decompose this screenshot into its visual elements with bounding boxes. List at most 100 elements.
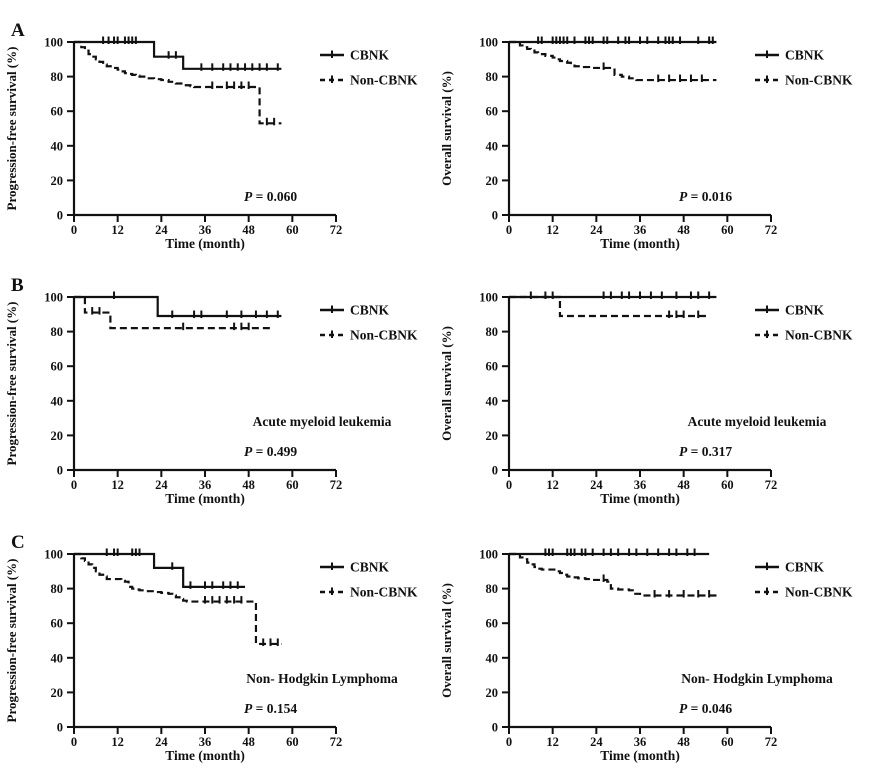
y-tick-label: 100	[479, 548, 498, 562]
x-tick-label: 36	[199, 478, 212, 492]
y-tick-label: 60	[486, 617, 499, 631]
x-tick-label: 60	[721, 735, 734, 749]
x-tick-label: 36	[634, 478, 647, 492]
non-cbnk-curve	[74, 295, 271, 330]
x-tick-label: 72	[765, 735, 778, 749]
legend-label: CBNK	[350, 560, 390, 575]
y-tick-label: 100	[44, 548, 63, 562]
non-cbnk-curve	[509, 552, 721, 597]
x-tick-label: 12	[111, 478, 124, 492]
legend-label: Non-CBNK	[785, 585, 853, 600]
x-tick-label: 72	[330, 223, 343, 237]
p-value-label: P = 0.499	[244, 444, 297, 459]
y-tick-label: 100	[479, 291, 498, 305]
x-tick-label: 0	[506, 735, 512, 749]
x-tick-label: 24	[590, 735, 603, 749]
x-tick-label: 48	[677, 223, 690, 237]
x-axis-title: Time (month)	[165, 236, 245, 251]
non-cbnk-curve	[74, 552, 282, 646]
legend-label: Non-CBNK	[350, 73, 418, 88]
legend-label: CBNK	[785, 560, 825, 575]
y-tick-label: 60	[486, 105, 499, 119]
p-value-label: P = 0.016	[679, 189, 732, 204]
y-tick-label: 80	[486, 325, 499, 339]
x-axis-title: Time (month)	[165, 491, 245, 506]
y-tick-label: 0	[492, 721, 498, 735]
panel-c-pfs-chart: C 0 20 40 60 80 100 0 12 24 36 48 60 72 Progression-fr…	[0, 512, 435, 770]
x-tick-label: 48	[242, 478, 255, 492]
y-tick-label: 0	[492, 209, 498, 223]
non-cbnk-curve	[509, 40, 717, 82]
y-axis-title: Progression-free survival (%)	[4, 47, 19, 211]
y-axis-title: Progression-free survival (%)	[4, 302, 19, 466]
y-tick-label: 80	[486, 582, 499, 596]
x-axis-title: Time (month)	[600, 491, 680, 506]
legend-label: Non-CBNK	[785, 73, 853, 88]
y-tick-label: 20	[51, 174, 64, 188]
disease-annotation: Non- Hodgkin Lymphoma	[681, 671, 833, 686]
y-tick-label: 20	[51, 429, 64, 443]
x-tick-label: 72	[765, 223, 778, 237]
y-tick-label: 80	[486, 70, 499, 84]
x-tick-label: 60	[286, 223, 299, 237]
x-tick-label: 72	[330, 478, 343, 492]
x-tick-label: 24	[590, 223, 603, 237]
x-tick-label: 72	[765, 478, 778, 492]
x-tick-label: 36	[199, 223, 212, 237]
y-tick-label: 20	[486, 174, 499, 188]
y-tick-label: 60	[51, 617, 64, 631]
x-tick-label: 72	[330, 735, 343, 749]
y-tick-label: 20	[486, 686, 499, 700]
x-tick-label: 0	[506, 478, 512, 492]
cbnk-curve	[74, 552, 246, 588]
y-tick-label: 40	[486, 651, 499, 665]
y-tick-label: 80	[51, 325, 64, 339]
x-tick-label: 60	[286, 735, 299, 749]
x-axis-title: Time (month)	[600, 236, 680, 251]
legend-label: CBNK	[785, 48, 825, 63]
x-tick-label: 36	[634, 735, 647, 749]
x-tick-label: 0	[71, 223, 77, 237]
legend-label: CBNK	[350, 303, 390, 318]
chart-svg: 0 20 40 60 80 100 0 12 24 36 48 60 72 Overall surviva…	[439, 291, 853, 507]
y-tick-label: 0	[57, 464, 63, 478]
panel-a-os-chart: 0 20 40 60 80 100 0 12 24 36 48 60 72 Overall surviva…	[435, 0, 870, 258]
x-tick-label: 0	[71, 478, 77, 492]
y-axis-title: Overall survival (%)	[439, 326, 454, 441]
x-tick-label: 0	[71, 735, 77, 749]
y-axis-title: Overall survival (%)	[439, 71, 454, 186]
panel-c-os-chart: 0 20 40 60 80 100 0 12 24 36 48 60 72 Overall surviva…	[435, 512, 870, 770]
y-tick-label: 80	[51, 582, 64, 596]
x-tick-label: 12	[111, 223, 124, 237]
disease-annotation: Acute myeloid leukemia	[688, 414, 827, 429]
x-tick-label: 0	[506, 223, 512, 237]
chart-svg: A 0 20 40 60 80 100 0 12 24 36 48 60 72 Progression-fr…	[4, 20, 418, 251]
y-tick-label: 40	[486, 139, 499, 153]
disease-annotation: Non- Hodgkin Lymphoma	[246, 671, 398, 686]
x-axis-title: Time (month)	[165, 748, 245, 763]
x-tick-label: 60	[721, 223, 734, 237]
x-tick-label: 24	[155, 223, 168, 237]
y-tick-label: 40	[51, 394, 64, 408]
x-axis-title: Time (month)	[600, 748, 680, 763]
legend-label: Non-CBNK	[350, 328, 418, 343]
chart-svg: 0 20 40 60 80 100 0 12 24 36 48 60 72 Overall surviva…	[439, 548, 853, 764]
legend-label: Non-CBNK	[785, 328, 853, 343]
cbnk-curve	[74, 295, 282, 318]
chart-svg: C 0 20 40 60 80 100 0 12 24 36 48 60 72 Progression-fr…	[4, 532, 418, 763]
legend-label: CBNK	[350, 48, 390, 63]
x-tick-label: 24	[155, 478, 168, 492]
chart-svg: 0 20 40 60 80 100 0 12 24 36 48 60 72 Overall surviva…	[439, 36, 853, 252]
y-tick-label: 60	[51, 105, 64, 119]
cbnk-curve	[74, 40, 282, 70]
panel-b-pfs-chart: B 0 20 40 60 80 100 0 12 24 36 48 60 72 Progression-fr…	[0, 255, 435, 513]
y-tick-label: 0	[57, 209, 63, 223]
p-value-label: P = 0.317	[679, 444, 732, 459]
x-tick-label: 24	[155, 735, 168, 749]
x-tick-label: 60	[721, 478, 734, 492]
y-tick-label: 100	[44, 36, 63, 50]
x-tick-label: 24	[590, 478, 603, 492]
y-tick-label: 100	[44, 291, 63, 305]
disease-annotation: Acute myeloid leukemia	[253, 414, 392, 429]
x-tick-label: 48	[677, 478, 690, 492]
